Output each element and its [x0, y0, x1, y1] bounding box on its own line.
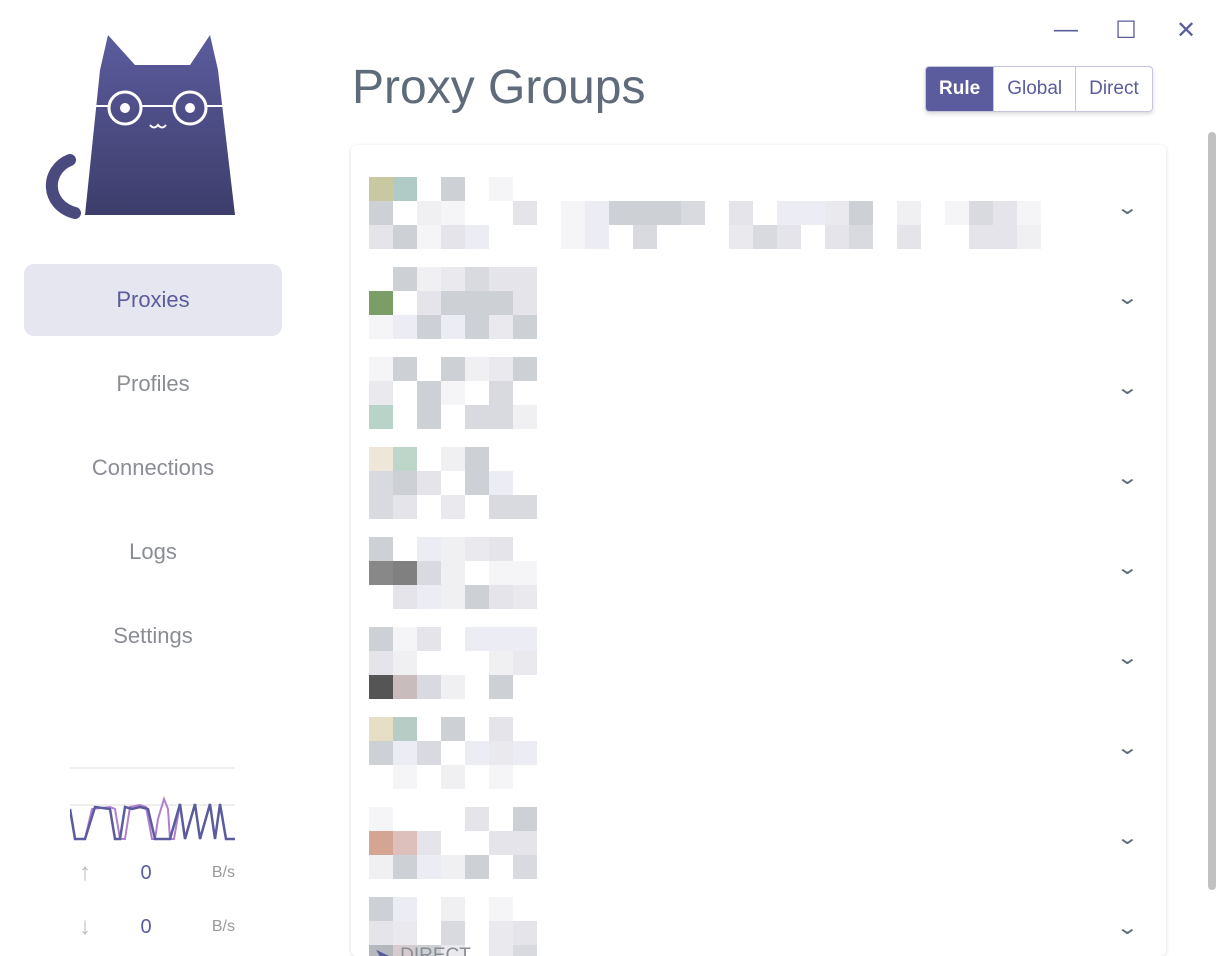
- proxy-group[interactable]: ⌄: [351, 245, 1166, 339]
- proxy-group[interactable]: ⌄: [351, 785, 1166, 879]
- traffic-monitor: ↑ 0 B/s ↓ 0 B/s: [68, 767, 235, 954]
- scrollbar[interactable]: [1208, 132, 1216, 890]
- sidebar: Proxies Profiles Connections Logs Settin…: [0, 0, 306, 956]
- close-icon[interactable]: ✕: [1175, 16, 1197, 44]
- sidebar-item-connections[interactable]: Connections: [91, 455, 215, 480]
- mode-selector: Rule Global Direct: [925, 66, 1153, 112]
- chevron-down-icon[interactable]: ⌄: [1115, 647, 1140, 669]
- proxy-group[interactable]: ⌄: [351, 425, 1166, 519]
- group-name-redacted: [369, 177, 1041, 249]
- proxy-group[interactable]: ⌄: [351, 155, 1166, 249]
- download-speed: 0: [140, 915, 152, 938]
- sidebar-item-logs[interactable]: Logs: [129, 539, 177, 564]
- selected-proxy-label: DIRECT: [400, 945, 471, 956]
- group-name-redacted: [369, 267, 537, 339]
- chevron-down-icon[interactable]: ⌄: [1115, 377, 1140, 399]
- arrow-down-icon: ↓: [79, 913, 91, 940]
- mode-direct-button[interactable]: Direct: [1075, 67, 1152, 111]
- maximize-icon[interactable]: ☐: [1115, 16, 1137, 44]
- chevron-down-icon[interactable]: ⌄: [1115, 467, 1140, 489]
- proxy-groups-list: ⌄ ⌄ ⌄ ⌄ ⌄ ⌄ ⌄ ⌄ ⌄ ➤ DIRECT: [351, 145, 1166, 956]
- download-line: [68, 803, 235, 841]
- sidebar-item-settings[interactable]: Settings: [113, 623, 193, 648]
- group-name-redacted: [369, 807, 537, 879]
- chevron-down-icon[interactable]: ⌄: [1115, 827, 1140, 849]
- minimize-icon[interactable]: —: [1054, 16, 1078, 43]
- selected-proxy: ➤ DIRECT: [375, 945, 471, 956]
- proxy-group[interactable]: ⌄: [351, 695, 1166, 789]
- group-name-redacted: [369, 537, 537, 609]
- group-name-redacted: [369, 897, 537, 956]
- download-unit: B/s: [211, 918, 235, 935]
- chevron-down-icon[interactable]: ⌄: [1115, 287, 1140, 309]
- group-name-redacted: [369, 357, 537, 429]
- graph-top-line: [70, 767, 235, 769]
- arrow-up-icon: ↑: [79, 859, 91, 886]
- mode-global-button[interactable]: Global: [993, 67, 1075, 111]
- proxy-group[interactable]: ⌄: [351, 515, 1166, 609]
- sidebar-item-profiles[interactable]: Profiles: [116, 371, 190, 396]
- page-title: Proxy Groups: [352, 61, 646, 114]
- group-name-redacted: [369, 717, 537, 789]
- upload-row: ↑ 0 B/s: [70, 846, 235, 900]
- proxy-group[interactable]: ⌄ ➤ DIRECT: [351, 875, 1166, 956]
- sidebar-item-proxies[interactable]: Proxies: [24, 264, 282, 336]
- send-icon: ➤: [375, 945, 391, 956]
- chevron-down-icon[interactable]: ⌄: [1115, 557, 1140, 579]
- traffic-graph: [68, 795, 235, 841]
- proxy-group[interactable]: ⌄: [351, 605, 1166, 699]
- upload-unit: B/s: [211, 864, 235, 881]
- sidebar-nav: Proxies Profiles Connections Logs Settin…: [24, 264, 282, 684]
- window-controls: — ☐ ✕: [1050, 14, 1202, 46]
- group-name-redacted: [369, 447, 537, 519]
- upload-speed: 0: [140, 861, 152, 884]
- cat-logo: [45, 35, 235, 219]
- chevron-down-icon[interactable]: ⌄: [1115, 737, 1140, 759]
- proxy-group[interactable]: ⌄: [351, 335, 1166, 429]
- chevron-down-icon[interactable]: ⌄: [1115, 917, 1140, 939]
- mode-rule-button[interactable]: Rule: [926, 67, 994, 111]
- chevron-down-icon[interactable]: ⌄: [1115, 197, 1140, 219]
- download-row: ↓ 0 B/s: [70, 900, 235, 954]
- group-name-redacted: [369, 627, 537, 699]
